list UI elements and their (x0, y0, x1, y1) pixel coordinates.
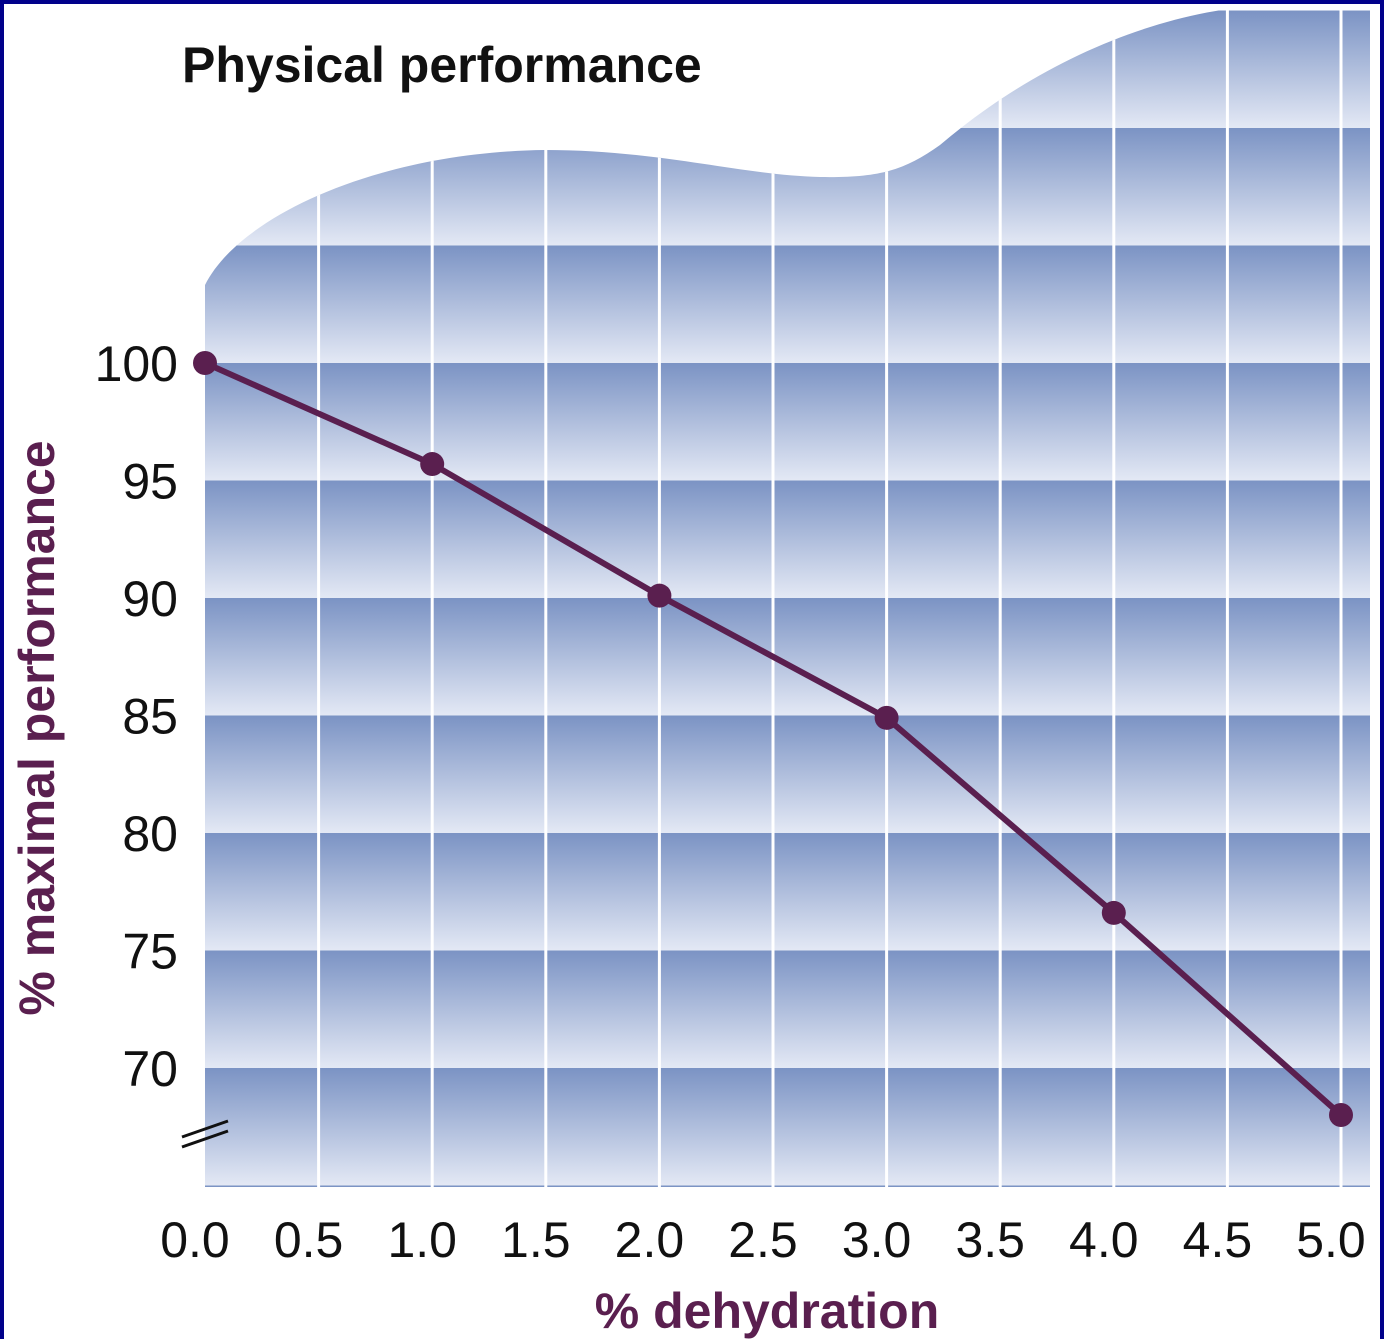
background-band (205, 950, 1370, 1069)
background-band (205, 245, 1370, 364)
x-tick-label: 5.0 (1296, 1212, 1366, 1268)
series-line (203, 360, 1343, 1118)
x-tick-label: 0.5 (274, 1212, 344, 1268)
y-tick-label: 95 (122, 454, 178, 510)
background-band (205, 598, 1370, 716)
background-band (205, 1068, 1370, 1186)
x-tick-label: 3.5 (955, 1212, 1025, 1268)
y-tick-label: 90 (122, 571, 178, 627)
y-axis-break (181, 1119, 229, 1149)
x-tick-label: 2.5 (728, 1212, 798, 1268)
y-axis-label: % maximal performance (9, 440, 65, 1015)
y-tick-label: 80 (122, 806, 178, 862)
data-point (1101, 900, 1126, 925)
chart-title: Physical performance (182, 37, 702, 93)
x-tick-label: 1.5 (501, 1212, 571, 1268)
background-band (205, 363, 1370, 481)
data-point (420, 452, 445, 477)
y-tick-label: 70 (122, 1041, 178, 1097)
data-point (193, 351, 217, 375)
background-band (205, 1185, 1370, 1187)
x-tick-label: 0.0 (160, 1212, 230, 1268)
y-tick-label: 100 (95, 336, 178, 392)
data-point (647, 583, 672, 608)
x-tick-label: 4.0 (1069, 1212, 1139, 1268)
plot-background (205, 10, 1370, 1187)
background-band (205, 480, 1370, 599)
background-band (205, 833, 1370, 951)
data-point (874, 705, 899, 730)
background-band (205, 715, 1370, 834)
data-point (1329, 1103, 1353, 1127)
x-tick-label: 2.0 (615, 1212, 685, 1268)
y-tick-label: 75 (122, 924, 178, 980)
x-tick-label: 4.5 (1183, 1212, 1253, 1268)
x-tick-label: 3.0 (842, 1212, 912, 1268)
background-band (205, 128, 1370, 246)
y-tick-labels: 100 95 90 85 80 75 70 (95, 336, 178, 1097)
data-points (193, 351, 1353, 1127)
x-axis-label: % dehydration (595, 1283, 939, 1339)
x-tick-labels: 0.0 0.5 1.0 1.5 2.0 2.5 3.0 3.5 4.0 4.5 5.0 (160, 1212, 1366, 1268)
x-tick-label: 1.0 (387, 1212, 457, 1268)
y-tick-label: 85 (122, 689, 178, 745)
